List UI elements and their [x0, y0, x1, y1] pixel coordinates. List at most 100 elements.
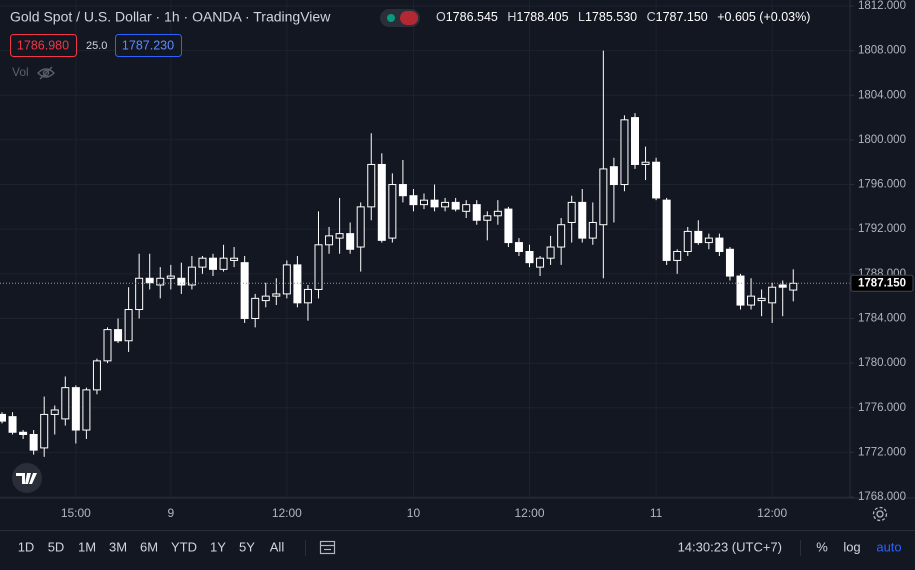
- time-axis: 15:00 9 12:00 10 12:00 11 12:00: [61, 506, 788, 520]
- date-range-icon[interactable]: [319, 540, 336, 555]
- candle: [261, 282, 270, 308]
- candle: [567, 195, 576, 243]
- toggle-knob: [400, 11, 418, 25]
- candle: [557, 218, 566, 265]
- tradingview-logo[interactable]: [12, 463, 42, 493]
- candle: [599, 50, 608, 279]
- last-price-label: 1787.150: [858, 277, 906, 289]
- settings-icon[interactable]: [872, 506, 888, 522]
- volume-hidden-icon[interactable]: [37, 66, 55, 80]
- log-toggle[interactable]: log: [843, 539, 860, 554]
- legend-label: O: [436, 10, 446, 24]
- legend-label: H: [507, 10, 516, 24]
- visibility-toggle[interactable]: [380, 9, 420, 27]
- candle: [578, 189, 587, 243]
- candle-body-up: [588, 221, 597, 239]
- candle-body-up: [388, 184, 397, 239]
- candle-body-down: [778, 284, 787, 288]
- volume-label: Vol: [12, 65, 29, 79]
- candle: [462, 200, 471, 219]
- ohlc-legend: O1786.545 H1788.405 L1785.530 C1787.150 …: [436, 10, 810, 24]
- candle: [398, 159, 407, 203]
- candle-body-up: [641, 161, 650, 165]
- candle-body-up: [420, 199, 428, 206]
- candle-body-up: [272, 293, 281, 297]
- candle-body-down: [398, 184, 407, 197]
- y-tick-label: 1796.000: [858, 179, 906, 191]
- legend-value: 1785.530: [585, 10, 637, 24]
- candle: [504, 206, 513, 248]
- range-button[interactable]: YTD: [171, 539, 197, 554]
- eye-pupil: [42, 69, 50, 77]
- candle-body-down: [377, 163, 386, 241]
- candle: [609, 157, 618, 223]
- candle-body-up: [789, 282, 798, 291]
- range-button[interactable]: 1Y: [210, 539, 226, 554]
- candle: [198, 255, 207, 274]
- candle-body-down: [694, 230, 703, 244]
- candle: [631, 113, 639, 169]
- candle: [789, 269, 798, 302]
- candle: [8, 412, 17, 435]
- candle: [704, 233, 713, 250]
- range-button[interactable]: 5D: [48, 539, 65, 554]
- clock: 14:30:23 (UTC+7): [678, 539, 782, 554]
- candle-body-up: [546, 246, 555, 259]
- candle-body-up: [261, 295, 270, 302]
- percent-toggle[interactable]: %: [816, 539, 828, 554]
- candle-body-up: [251, 297, 260, 319]
- y-tick-label: 1812.000: [858, 0, 906, 12]
- y-tick-label: 1776.000: [858, 402, 906, 414]
- x-tick-label: 15:00: [61, 506, 91, 520]
- candle-body-up: [557, 224, 566, 248]
- candle-body-down: [472, 204, 481, 221]
- buy-price: 1787.230: [122, 38, 174, 52]
- candle-body-down: [145, 277, 154, 284]
- candle-body-up: [567, 201, 576, 223]
- candle-body-up: [673, 251, 682, 261]
- range-button[interactable]: 1D: [18, 539, 35, 554]
- candle: [82, 387, 91, 439]
- candle-body-up: [441, 201, 450, 208]
- candle: [493, 200, 502, 225]
- candle-body-down: [662, 199, 671, 261]
- candle-body-down: [736, 275, 745, 306]
- range-button[interactable]: 3M: [109, 539, 127, 554]
- candle-body-down: [514, 242, 523, 252]
- candle-body-up: [483, 215, 492, 221]
- y-tick-label: 1808.000: [858, 45, 906, 57]
- candle: [61, 376, 70, 426]
- candle: [50, 405, 59, 435]
- range-button[interactable]: 6M: [140, 539, 158, 554]
- candle: [71, 385, 80, 444]
- x-tick-label: 10: [407, 506, 421, 520]
- candle-body-down: [525, 251, 534, 264]
- chart-title: Gold Spot / U.S. Dollar · 1h · OANDA · T…: [10, 9, 331, 25]
- range-button[interactable]: 5Y: [239, 539, 255, 554]
- candle-body-up: [219, 257, 228, 270]
- x-tick-label: 12:00: [757, 506, 787, 520]
- candle: [303, 284, 312, 321]
- y-tick-label: 1800.000: [858, 134, 906, 146]
- candle: [514, 238, 523, 256]
- candle-body-down: [430, 199, 439, 208]
- sell-button[interactable]: 1786.980: [10, 34, 77, 57]
- legend-value: 1786.545: [446, 10, 498, 24]
- x-tick-label: 9: [167, 506, 174, 520]
- range-button[interactable]: 1M: [78, 539, 96, 554]
- candle: [325, 226, 334, 254]
- candle: [546, 235, 555, 265]
- candle-body-up: [757, 297, 766, 302]
- candle-body-down: [19, 431, 28, 436]
- candle: [156, 267, 165, 299]
- buy-button[interactable]: 1787.230: [115, 34, 182, 57]
- candle: [483, 211, 492, 241]
- range-button[interactable]: All: [270, 539, 285, 554]
- candle-body-up: [325, 235, 334, 246]
- candle: [145, 253, 154, 290]
- candle-body-up: [50, 409, 59, 415]
- y-tick-label: 1792.000: [858, 223, 906, 235]
- auto-toggle[interactable]: auto: [876, 539, 901, 554]
- candle: [409, 189, 418, 212]
- candle-body-down: [293, 264, 302, 304]
